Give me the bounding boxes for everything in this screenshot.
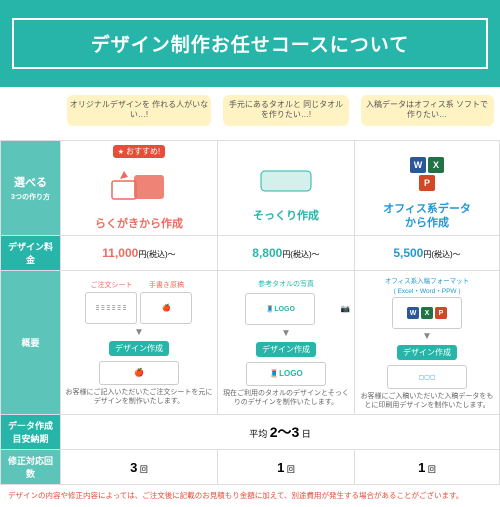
price-cell: 5,500円(税込)～ bbox=[355, 236, 500, 271]
price-row: デザイン料金 11,000円(税込)～ 8,800円(税込)～ 5,500円(税… bbox=[1, 236, 500, 271]
speech-bubble: オリジナルデザインを 作れる人がいない…! bbox=[67, 95, 212, 126]
summary-c: オフィス系入稿フォーマット ( Excel・Word・PPW ) W X P ▼… bbox=[355, 271, 500, 415]
header-box: デザイン制作お任せコースについて bbox=[12, 18, 488, 69]
result-preview: 🍎 bbox=[99, 361, 179, 385]
revision-count: 1 回 bbox=[355, 450, 500, 485]
towel-icon bbox=[222, 157, 350, 205]
method-cell-a: おすすめ! らくがきから作成 bbox=[61, 140, 218, 235]
excel-icon: X bbox=[428, 157, 444, 173]
sketch-icon bbox=[65, 165, 213, 213]
revision-count: 1 回 bbox=[217, 450, 354, 485]
result-preview: 🧵LOGO bbox=[246, 362, 326, 386]
summary-desc: お客様にご入稿いただいた入稿データをもとに印刷用デザインを制作いたします。 bbox=[359, 392, 495, 410]
comparison-table: オリジナルデザインを 作れる人がいない…! 手元にあるタオルと 同じタオルを作り… bbox=[0, 87, 500, 485]
ppt-icon: P bbox=[419, 175, 435, 191]
design-create-label: デザイン作成 bbox=[397, 345, 457, 360]
summary-b: 参考タオルの写真 🧵LOGO 📷 ▼ デザイン作成 🧵LOGO 現在ご利用のタオ… bbox=[217, 271, 354, 415]
row-label-summary: 概要 bbox=[1, 271, 61, 415]
summary-desc: 現在ご利用のタオルのデザインとそっくりのデザインを制作いたします。 bbox=[222, 389, 350, 407]
row-label-revisions: 修正対応回数 bbox=[1, 450, 61, 485]
revisions-row: 修正対応回数 3 回 1 回 1 回 bbox=[1, 450, 500, 485]
leadtime-row: データ作成 目安納期 平均 2～3 日 bbox=[1, 415, 500, 450]
design-create-label: デザイン作成 bbox=[256, 342, 316, 357]
summary-desc: お客様にご記入いただいたご注文シートを元にデザインを制作いたします。 bbox=[65, 388, 213, 406]
speech-bubble: 入稿データはオフィス系 ソフトで作りたい… bbox=[361, 95, 494, 126]
speech-row: オリジナルデザインを 作れる人がいない…! 手元にあるタオルと 同じタオルを作り… bbox=[1, 87, 500, 140]
summary-a: ご注文シート 手書き原稿🍎 ▼ デザイン作成 🍎 お客様にご記入いただいたご注文… bbox=[61, 271, 218, 415]
result-preview: ▢▢▢ bbox=[387, 365, 467, 389]
header-banner: デザイン制作お任せコースについて bbox=[0, 0, 500, 87]
camera-icon: 📷 bbox=[341, 304, 350, 313]
method-name: オフィス系データ から作成 bbox=[359, 202, 495, 231]
arrow-down-icon: ▼ bbox=[222, 328, 350, 339]
arrow-down-icon: ▼ bbox=[65, 327, 213, 338]
method-name: そっくり作成 bbox=[222, 209, 350, 223]
row-label-method: 選べる 3つの作り方 bbox=[1, 140, 61, 235]
method-row: 選べる 3つの作り方 おすすめ! らくがきから作成 そっくり作成 W X P オ… bbox=[1, 140, 500, 235]
recommended-badge: おすすめ! bbox=[113, 145, 165, 158]
method-name: らくがきから作成 bbox=[65, 217, 213, 231]
method-cell-b: そっくり作成 bbox=[217, 140, 354, 235]
method-cell-c: W X P オフィス系データ から作成 bbox=[355, 140, 500, 235]
speech-bubble: 手元にあるタオルと 同じタオルを作りたい…! bbox=[223, 95, 348, 126]
row-label-lead: データ作成 目安納期 bbox=[1, 415, 61, 450]
arrow-down-icon: ▼ bbox=[359, 331, 495, 342]
page-title: デザイン制作お任せコースについて bbox=[22, 30, 478, 57]
word-icon: W bbox=[410, 157, 426, 173]
design-create-label: デザイン作成 bbox=[109, 341, 169, 356]
revision-count: 3 回 bbox=[61, 450, 218, 485]
footnote: デザインの内容や修正内容によっては、ご注文後に記載のお見積もり金額に加えて、別途… bbox=[0, 485, 500, 507]
summary-row: 概要 ご注文シート 手書き原稿🍎 ▼ デザイン作成 🍎 お客様にご記入いただいた… bbox=[1, 271, 500, 415]
office-icons: W X P bbox=[359, 150, 495, 198]
row-label-price: デザイン料金 bbox=[1, 236, 61, 271]
leadtime-value: 平均 2～3 日 bbox=[61, 415, 500, 450]
price-cell: 11,000円(税込)～ bbox=[61, 236, 218, 271]
price-cell: 8,800円(税込)～ bbox=[217, 236, 354, 271]
